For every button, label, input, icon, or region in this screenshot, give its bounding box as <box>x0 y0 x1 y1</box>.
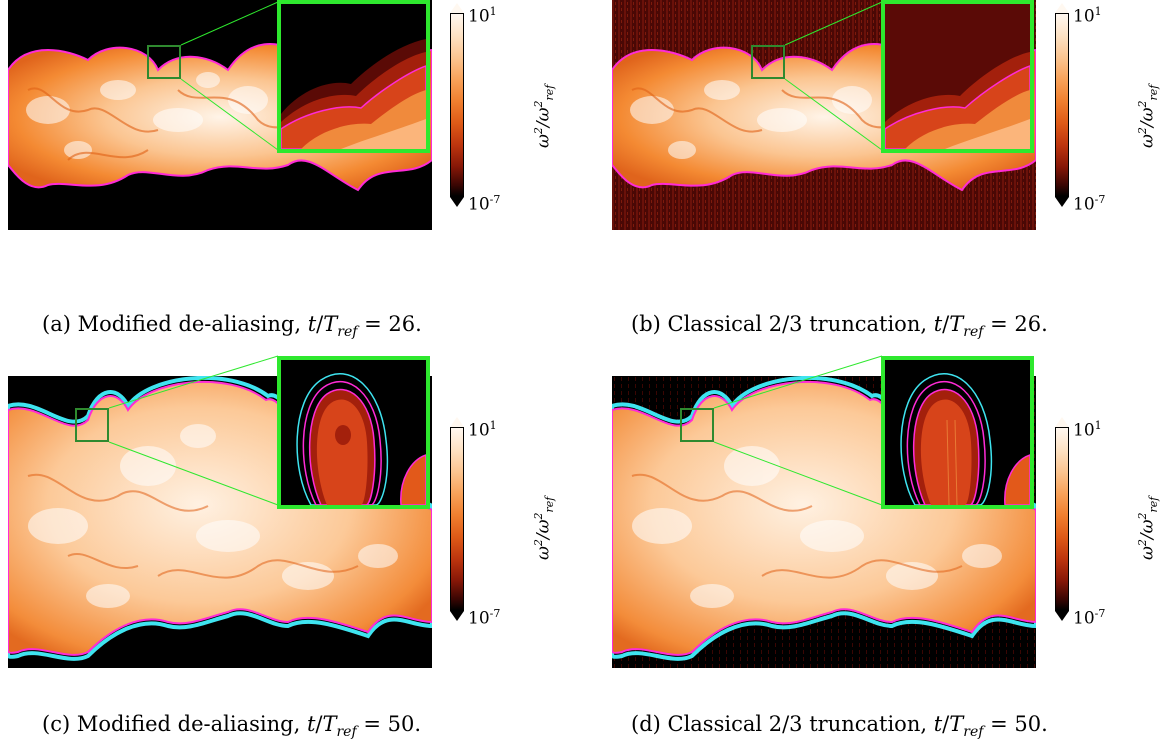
zoom-connector-c <box>108 355 279 506</box>
colorbar-max-arrow-a <box>450 3 464 13</box>
vorticity-field-d <box>612 376 1036 668</box>
colorbar-min-arrow-d <box>1055 611 1069 621</box>
colorbar-label-c: ω2/ω2ref <box>532 496 557 560</box>
zoom-inset-b <box>881 0 1034 153</box>
colorbar-b <box>1055 13 1069 197</box>
zoom-connector-b <box>784 1 883 151</box>
colorbar-min-tick-b: 10-7 <box>1073 193 1106 215</box>
zoom-inset-d <box>881 356 1034 509</box>
colorbar-a <box>450 13 464 197</box>
colorbar-max-arrow-c <box>450 417 464 427</box>
zoom-inset-c <box>277 356 430 509</box>
caption-b: (b) Classical 2/3 truncation, t/Tref = 2… <box>631 312 1048 341</box>
colorbar-min-arrow-c <box>450 611 464 621</box>
caption-c: (c) Modified de-aliasing, t/Tref = 50. <box>42 712 421 741</box>
colorbar-max-tick-b: 101 <box>1073 5 1102 27</box>
colorbar-d <box>1055 427 1069 611</box>
colorbar-label-b: ω2/ω2ref <box>1136 84 1161 148</box>
colorbar-max-arrow-d <box>1055 417 1069 427</box>
colorbar-label-d: ω2/ω2ref <box>1136 496 1161 560</box>
colorbar-label-a: ω2/ω2ref <box>532 84 557 148</box>
colorbar-max-tick-a: 101 <box>468 5 497 27</box>
zoom-region-d <box>680 408 714 442</box>
colorbar-min-arrow-b <box>1055 197 1069 207</box>
colorbar-min-tick-d: 10-7 <box>1073 607 1106 629</box>
zoom-inset-a <box>277 0 430 153</box>
colorbar-max-tick-d: 101 <box>1073 419 1102 441</box>
colorbar-min-tick-c: 10-7 <box>468 607 501 629</box>
zoom-connector-a <box>180 1 279 151</box>
zoom-region-c <box>75 408 109 442</box>
zoom-connector-d <box>713 355 883 506</box>
caption-a: (a) Modified de-aliasing, t/Tref = 26. <box>42 312 422 341</box>
colorbar-max-arrow-b <box>1055 3 1069 13</box>
colorbar-min-arrow-a <box>450 197 464 207</box>
colorbar-min-tick-a: 10-7 <box>468 193 501 215</box>
zoom-region-b <box>751 45 785 79</box>
caption-d: (d) Classical 2/3 truncation, t/Tref = 5… <box>631 712 1048 741</box>
colorbar-max-tick-c: 101 <box>468 419 497 441</box>
zoom-region-a <box>147 45 181 79</box>
colorbar-c <box>450 427 464 611</box>
